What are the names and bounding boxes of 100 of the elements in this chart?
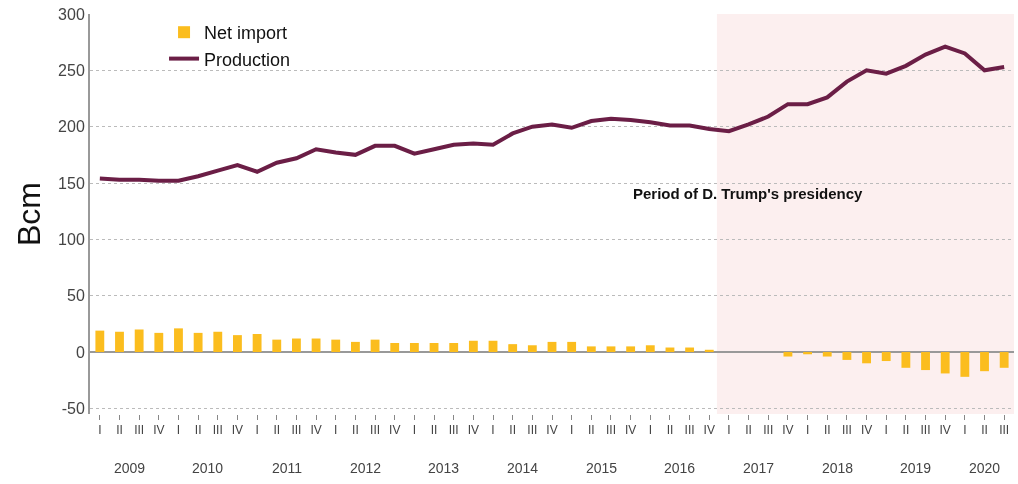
bar [508,344,518,353]
text: 2010 [192,460,224,476]
x-tick-label: IV [624,423,637,438]
x-tick-label: II [745,423,752,438]
x-tick-label: II [823,423,831,438]
x-tick-label: II [352,423,359,438]
x-tick-label: I [334,423,338,438]
bar [645,345,655,353]
x-tick-label: I [727,423,731,438]
x-tick-label: IV [153,423,165,438]
bar [704,349,714,353]
bar [567,341,577,353]
x-tick-label: I [805,423,810,438]
x-tick-label: I [491,423,495,438]
bar [252,334,262,353]
y-tick-label: 250 [58,61,85,79]
annotation: Period of D. Trump's presidency [633,185,864,202]
bar [586,346,596,353]
x-tick-label: IV [782,423,794,438]
x-tick-label: III [920,423,931,438]
x-tick-label: IV [389,423,401,438]
x-tick-label: II [666,423,674,438]
x-tick-label: III [527,423,538,438]
x-tick-label: I [569,423,574,438]
text: 2019 [900,460,932,476]
x-tick-label: III [684,423,695,438]
y-tick-label: 0 [75,343,85,361]
text: 2014 [507,460,539,476]
bar [626,346,636,353]
y-tick-label: 50 [67,287,85,305]
bar [999,352,1009,368]
x-tick-label: I [255,423,259,438]
x-tick-label: II [509,423,517,438]
bar [134,329,144,353]
x-tick-label: II [587,423,595,438]
text: 2017 [743,460,775,476]
x-tick-label: I [176,423,181,438]
bar [429,343,439,353]
x-tick-label: IV [939,423,951,438]
y-axis-title: Bcm [10,182,47,246]
text: 2013 [428,460,460,476]
x-tick-label: II [116,423,123,438]
x-tick-label: III [841,423,852,438]
y-tick-label: -50 [61,399,85,417]
bar [685,347,695,353]
x-tick-label: III [763,423,774,438]
bar [862,352,871,364]
x-tick-label: III [291,423,302,438]
x-tick-label: IV [310,423,322,438]
x-tick-label: I [963,423,967,438]
y-tick-label: 150 [58,174,85,192]
x-tick-label: II [273,423,281,438]
bar [449,343,459,353]
x-tick-label: III [448,423,459,438]
text: 2015 [586,460,618,476]
x-tick-label: II [430,423,438,438]
bar [980,352,989,372]
x-tick-label: IV [546,423,558,438]
x-tick-label: IV [231,423,244,438]
text: 2009 [114,460,146,476]
bar [527,345,537,353]
bar [822,352,832,357]
bar [350,341,360,353]
x-tick-label: III [370,423,381,438]
x-tick-label: III [134,423,145,438]
legend-label: Net import [204,23,288,44]
bar [174,328,183,353]
text: 2020 [969,460,1001,476]
bar [940,352,950,374]
bar [154,332,164,353]
bar [213,331,223,353]
bar [881,352,891,362]
bar [409,343,419,353]
bar [921,352,930,371]
bar [311,338,321,353]
line-series [97,44,1007,183]
text: 2011 [272,460,303,476]
bar [783,352,793,357]
bar [390,343,400,353]
bar [468,340,478,353]
bar [331,339,341,353]
legend-label: Production [204,49,291,70]
x-tick-label: II [902,423,910,438]
y-tick-label: 200 [58,118,85,136]
text: 2016 [664,460,696,476]
bar [115,331,124,353]
text: 2012 [350,460,382,476]
y-tick-label: 100 [58,230,85,248]
bar [803,352,812,355]
x-tick-label: I [412,423,417,438]
bar [606,346,616,353]
x-tick-label: I [98,423,102,438]
bar [193,332,203,353]
text: 2018 [822,460,854,476]
x-tick-label: IV [860,423,873,438]
x-tick-label: III [605,423,616,438]
y-tick-label: 300 [58,5,85,23]
bar [292,338,301,353]
x-tick-label: III [999,423,1010,438]
bar [95,330,105,353]
